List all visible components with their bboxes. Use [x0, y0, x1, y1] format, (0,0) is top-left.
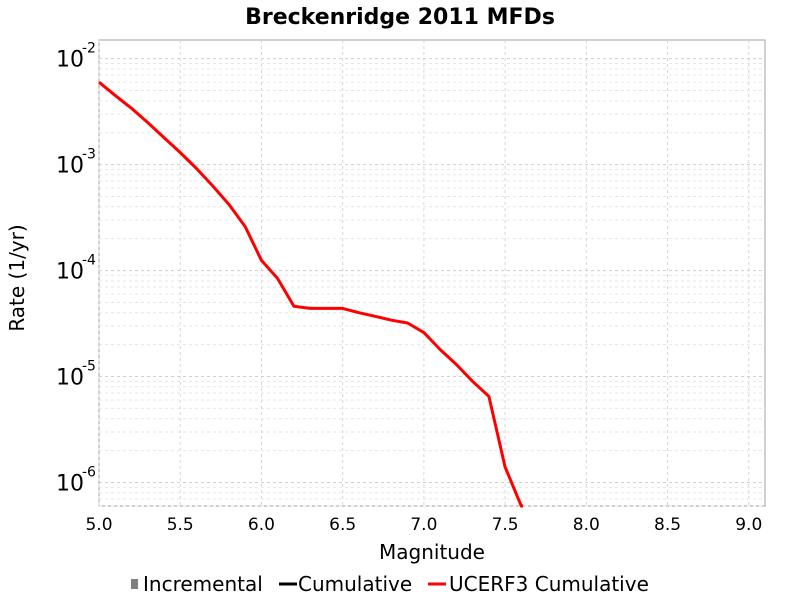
chart-title: Breckenridge 2011 MFDs	[245, 5, 555, 30]
x-axis-label: Magnitude	[379, 540, 485, 564]
y-tick-label-0: 10-2	[56, 41, 96, 73]
legend: Incremental Cumulative UCERF3 Cumulative	[131, 572, 649, 596]
y-tick-base-3: 10	[56, 366, 84, 391]
y-tick-label-2: 10-4	[56, 253, 96, 285]
grid	[98, 40, 765, 507]
y-tick-exponent-4: -6	[82, 464, 96, 480]
x-tick-label-3: 6.5	[329, 515, 356, 535]
y-tick-base-4: 10	[56, 471, 84, 496]
y-tick-labels: 10-210-310-410-510-6	[56, 41, 96, 497]
legend-label-cumulative: Cumulative	[298, 572, 412, 596]
y-tick-exponent-3: -5	[82, 359, 96, 375]
x-tick-label-1: 5.5	[167, 515, 194, 535]
y-tick-label-1: 10-3	[56, 147, 96, 179]
y-tick-exponent-0: -2	[82, 41, 96, 57]
x-tick-label-0: 5.0	[85, 515, 112, 535]
series-layer	[98, 81, 523, 508]
plot-area	[98, 39, 766, 508]
series-line-0	[98, 81, 523, 508]
plot-background	[98, 39, 766, 507]
y-tick-base-0: 10	[56, 48, 84, 73]
legend-marker-incremental	[131, 579, 138, 589]
x-tick-label-8: 9.0	[735, 515, 762, 535]
legend-label-ucerf3-cumulative: UCERF3 Cumulative	[449, 572, 649, 596]
x-tick-label-6: 8.0	[573, 515, 600, 535]
x-tick-label-5: 7.5	[492, 515, 519, 535]
x-tick-label-7: 8.5	[654, 515, 681, 535]
x-tick-labels: 5.0 5.5 6.0 6.5 7.0 7.5 8.0 8.5 9.0	[85, 515, 762, 535]
y-axis-label: Rate (1/yr)	[5, 224, 29, 331]
x-tick-label-4: 7.0	[410, 515, 437, 535]
legend-label-incremental: Incremental	[143, 572, 263, 596]
y-tick-label-4: 10-6	[56, 464, 96, 496]
y-tick-exponent-1: -3	[82, 147, 96, 163]
y-tick-exponent-2: -4	[82, 253, 96, 269]
x-tick-label-2: 6.0	[248, 515, 275, 535]
y-tick-label-3: 10-5	[56, 359, 96, 391]
y-tick-base-2: 10	[56, 260, 84, 285]
y-tick-base-1: 10	[56, 154, 84, 179]
